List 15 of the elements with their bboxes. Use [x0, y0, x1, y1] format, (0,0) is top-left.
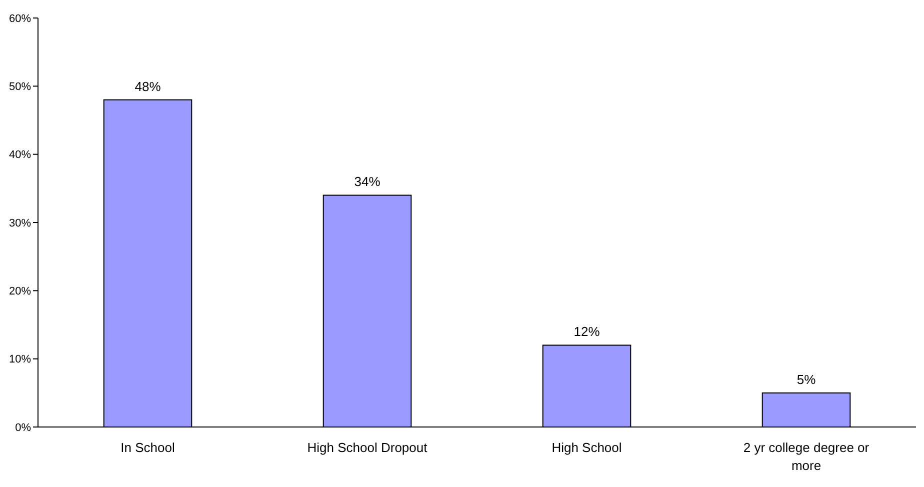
x-tick-label: In School: [120, 440, 175, 455]
data-label: 12%: [574, 324, 600, 340]
x-tick-label: High School Dropout: [307, 440, 428, 455]
y-tick-label: 10%: [8, 354, 32, 366]
y-tick-label: 60%: [8, 12, 32, 25]
data-label: 5%: [796, 372, 816, 387]
data-label: 48%: [134, 78, 162, 94]
y-tick-label: 30%: [8, 217, 32, 230]
y-tick-label: 0%: [15, 422, 32, 434]
x-tick-label: 2 yr college degree or more: [743, 440, 870, 473]
y-tick-label: 20%: [8, 286, 32, 298]
y-tick-label: 50%: [8, 81, 32, 94]
y-tick-label: 40%: [8, 149, 32, 162]
x-tick-label: High School: [552, 440, 622, 455]
data-label: 34%: [354, 174, 381, 190]
